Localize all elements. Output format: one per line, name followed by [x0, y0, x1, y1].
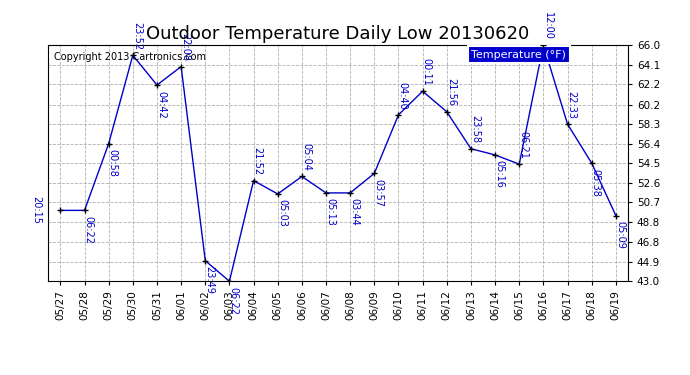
Text: 05:09: 05:09 [615, 221, 625, 249]
Text: 05:04: 05:04 [301, 143, 311, 171]
Text: 06:22: 06:22 [83, 216, 94, 244]
Text: 22:33: 22:33 [566, 90, 577, 118]
Text: 03:44: 03:44 [349, 198, 359, 226]
Text: 22:08: 22:08 [180, 33, 190, 61]
Text: 00:58: 00:58 [108, 149, 118, 177]
Text: 05:13: 05:13 [325, 198, 335, 226]
Text: 04:42: 04:42 [156, 91, 166, 118]
Text: 05:16: 05:16 [494, 160, 504, 188]
Text: 05:03: 05:03 [277, 200, 287, 227]
Text: Copyright 2013 Cartronics.com: Copyright 2013 Cartronics.com [54, 52, 206, 62]
Text: 06:22: 06:22 [228, 287, 239, 315]
Text: 04:40: 04:40 [397, 81, 408, 109]
Text: 23:49: 23:49 [204, 266, 215, 294]
Text: 21:52: 21:52 [253, 147, 263, 175]
Text: Temperature (°F): Temperature (°F) [471, 50, 566, 60]
Text: 06:21: 06:21 [518, 131, 529, 159]
Text: 23:58: 23:58 [470, 115, 480, 143]
Text: 12:00: 12:00 [542, 12, 553, 39]
Text: 00:11: 00:11 [422, 58, 432, 86]
Text: 20:15: 20:15 [31, 196, 41, 224]
Title: Outdoor Temperature Daily Low 20130620: Outdoor Temperature Daily Low 20130620 [146, 26, 530, 44]
Text: 05:38: 05:38 [591, 169, 601, 196]
Text: 03:57: 03:57 [373, 179, 384, 207]
Text: 21:56: 21:56 [446, 78, 456, 106]
Text: 23:52: 23:52 [132, 22, 142, 50]
